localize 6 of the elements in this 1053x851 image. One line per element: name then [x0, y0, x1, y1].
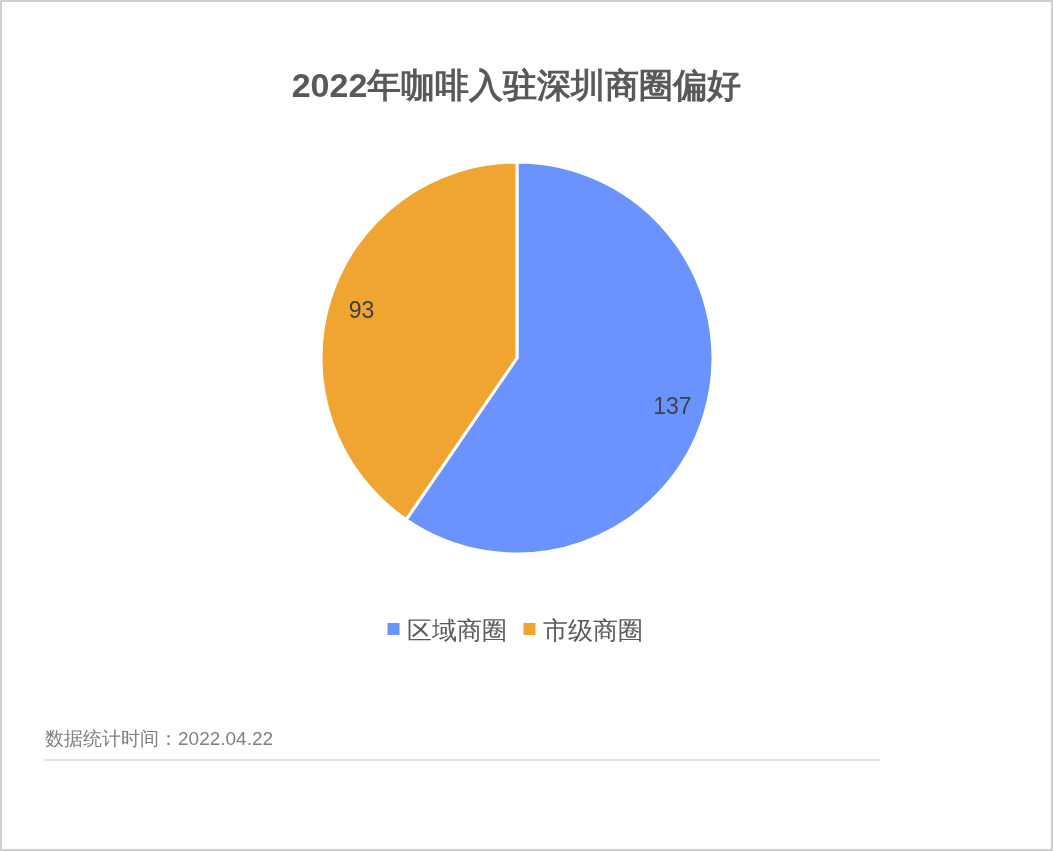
text: 数据统计时间：2022.04.22: [45, 728, 274, 749]
data-label: 137: [653, 393, 692, 420]
chart-title: 2022年咖啡入驻深圳商圈偏好: [291, 66, 742, 104]
legend-label: 区域商圈: [406, 616, 507, 644]
data-label: 93: [348, 296, 375, 323]
legend-label: 市级商圈: [542, 616, 643, 644]
